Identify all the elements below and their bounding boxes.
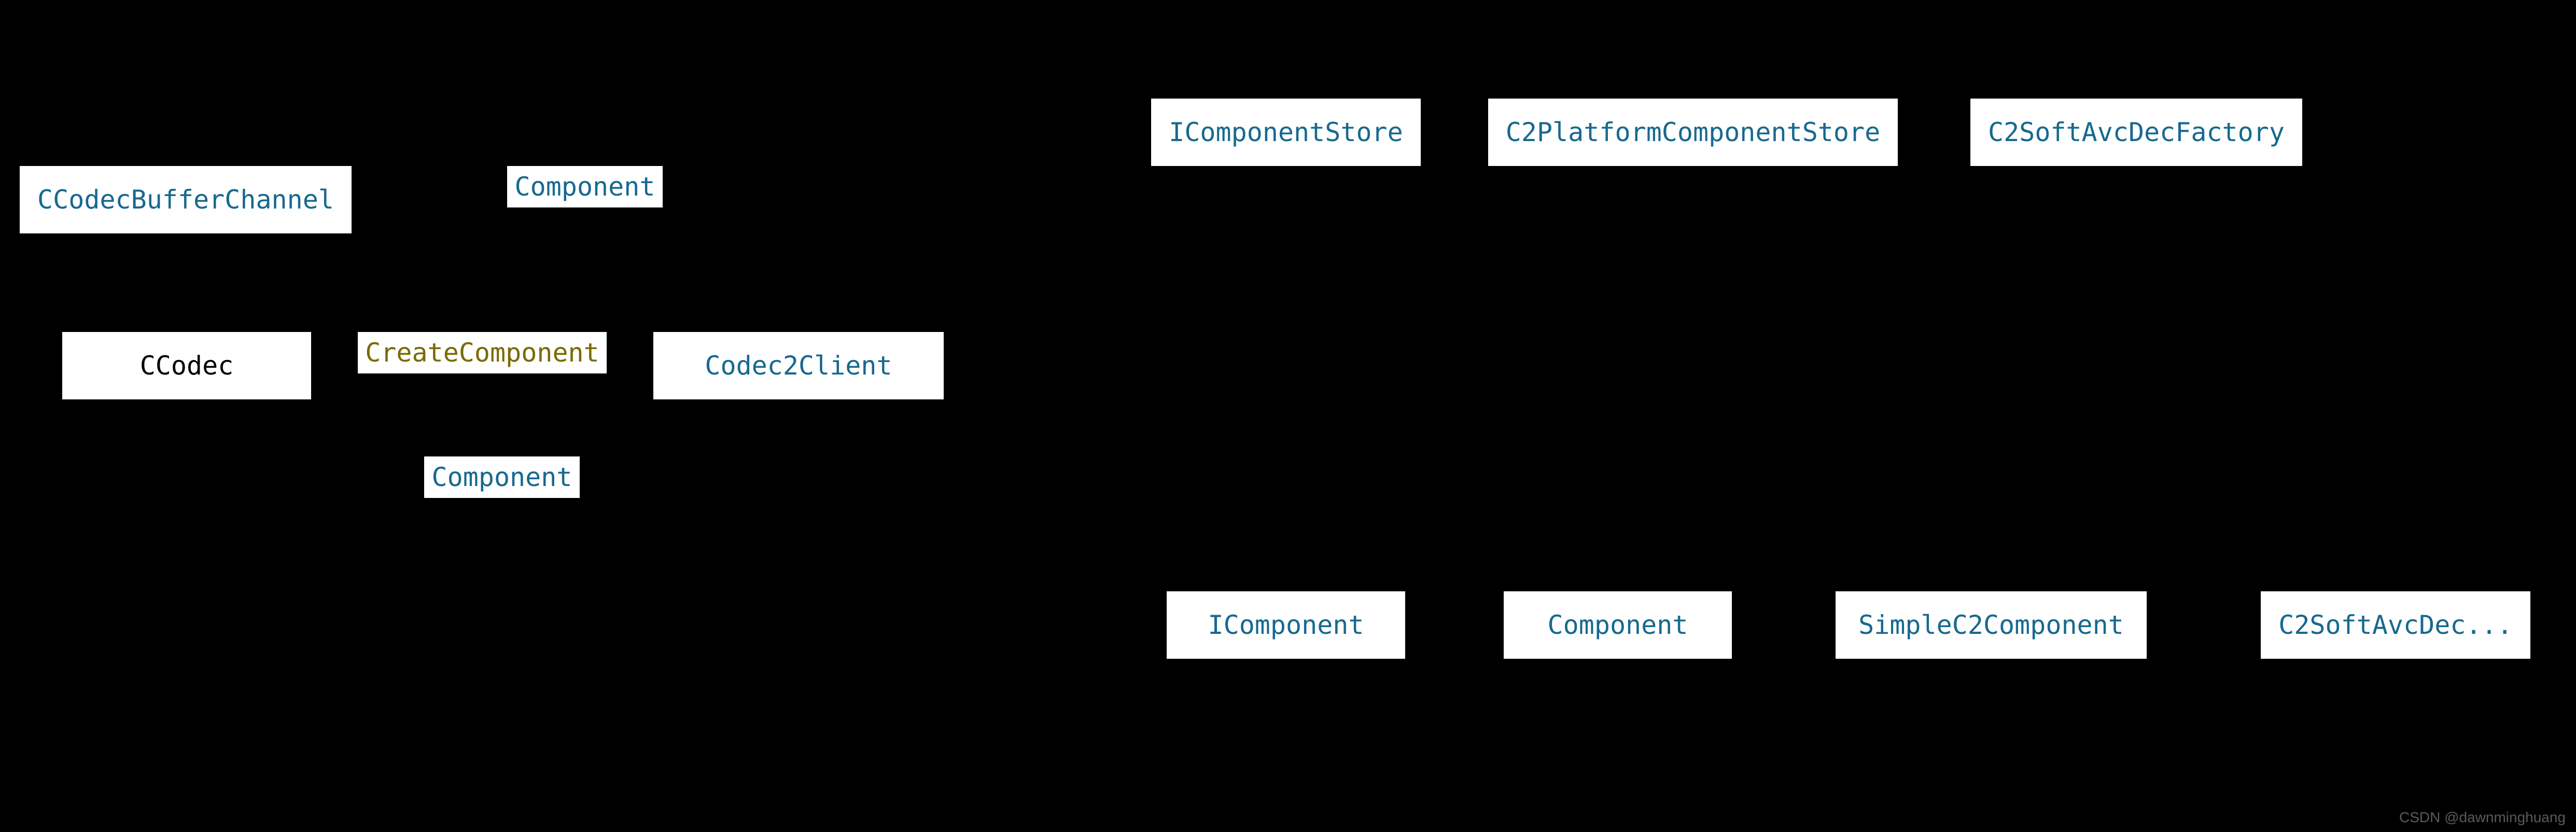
node-icomponent: IComponent: [1167, 591, 1405, 659]
node-component-bottom: Component: [424, 456, 580, 498]
node-ccodec-buffer-channel: CCodecBufferChannel: [20, 166, 352, 233]
node-c2platform-store: C2PlatformComponentStore: [1488, 99, 1898, 166]
node-create-component: CreateComponent: [358, 332, 607, 373]
node-simple-c2-component: SimpleC2Component: [1836, 591, 2147, 659]
node-icomponent-store: IComponentStore: [1151, 99, 1421, 166]
node-component-top: Component: [507, 166, 663, 207]
node-codec2-client: Codec2Client: [653, 332, 944, 399]
node-ccodec: CCodec: [62, 332, 311, 399]
watermark: CSDN @dawnminghuang: [2399, 809, 2566, 826]
node-c2softavcdec-factory: C2SoftAvcDecFactory: [1970, 99, 2302, 166]
node-c2softavcdec: C2SoftAvcDec...: [2261, 591, 2530, 659]
node-component-box: Component: [1504, 591, 1732, 659]
